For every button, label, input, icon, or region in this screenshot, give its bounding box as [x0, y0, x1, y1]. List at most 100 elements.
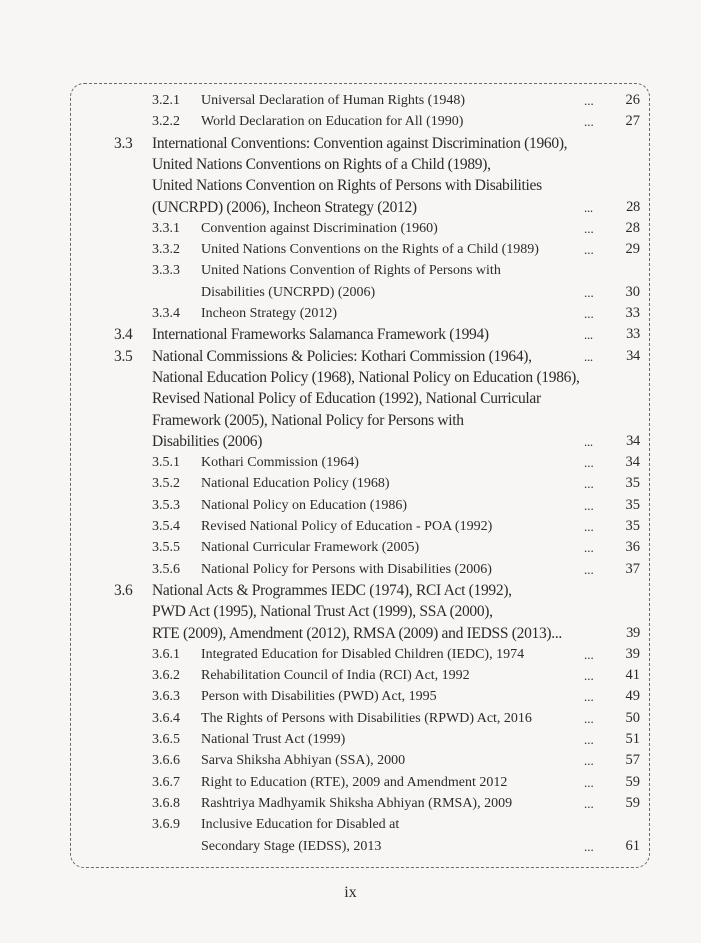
dot-leader: ... — [584, 561, 594, 577]
dot-leader: ... — [584, 519, 594, 534]
dot-leader: ... — [584, 114, 594, 130]
page-number: 50 — [625, 709, 641, 726]
dot-leader: ... — [584, 753, 594, 769]
toc-entry-line: National Education Policy (1968), Nation… — [0, 367, 701, 388]
toc-entry-line: 3.3 International Conventions: Convention… — [0, 133, 701, 154]
section-number: 3.3 — [114, 134, 133, 152]
toc-entry-line: 3.6.3 Person with Disabilities (PWD) Act,… — [0, 686, 701, 707]
section-number: 3.6.6 — [152, 753, 180, 769]
entry-title: Rashtriya Madhyamik Shiksha Abhiyan (RMS… — [201, 795, 513, 811]
toc-entry-line: (UNCRPD) (2006), Incheon Strategy (2012)… — [0, 197, 701, 218]
section-number: 3.3.2 — [152, 242, 180, 258]
entry-title: (UNCRPD) (2006), Incheon Strategy (2012) — [152, 198, 417, 216]
section-number: 3.6.1 — [152, 646, 180, 662]
entry-title: United Nations Conventions on the Rights… — [201, 242, 539, 258]
page-number: 37 — [625, 560, 641, 577]
entry-title: Framework (2005), National Policy for Pe… — [152, 411, 464, 429]
entry-title: Kothari Commission (1964) — [201, 455, 359, 471]
section-number: 3.5.4 — [152, 519, 180, 534]
entry-title: United Nations Conventions on Rights of … — [152, 155, 491, 173]
toc-entry-line: United Nations Convention on Rights of P… — [0, 175, 701, 196]
entry-title: National Trust Act (1999) — [201, 732, 346, 747]
toc-entry-line: 3.4 International Frameworks Salamanca Fr… — [0, 324, 701, 345]
dot-leader: ... — [584, 348, 593, 364]
page-number-folio: ix — [344, 884, 357, 901]
dot-leader: ... — [584, 710, 594, 726]
page-number: 34 — [626, 347, 640, 364]
page-number: 35 — [625, 496, 641, 513]
toc-entry-line: 3.5.5 National Curricular Framework (2005… — [0, 537, 701, 558]
toc-entry-line: 3.3.3 United Nations Convention of Rights… — [0, 260, 701, 281]
entry-title: United Nations Convention on Rights of P… — [152, 177, 542, 195]
toc-dashed-border — [70, 83, 650, 868]
entry-title: Revised National Policy of Education (19… — [152, 390, 541, 408]
page-number: 61 — [625, 837, 641, 854]
dot-leader: ... — [584, 242, 594, 258]
toc-entry-line: 3.6.8 Rashtriya Madhyamik Shiksha Abhiyan… — [0, 793, 701, 814]
dot-leader: ... — [584, 646, 594, 662]
page-number: 27 — [625, 113, 641, 130]
section-number: 3.6.7 — [152, 774, 180, 790]
section-number: 3.6.3 — [152, 689, 180, 705]
toc-entry-line: 3.2.1 Universal Declaration of Human Righ… — [0, 90, 701, 111]
entry-title: Revised National Policy of Education - P… — [201, 519, 493, 534]
section-number: 3.5 — [114, 347, 133, 365]
dot-leader: ... — [584, 284, 594, 300]
section-number: 3.6.8 — [152, 795, 180, 811]
dot-leader: ... — [584, 689, 594, 705]
entry-title: National Policy for Persons with Disabil… — [201, 561, 492, 577]
section-number: 3.3.1 — [152, 220, 180, 236]
page-number: 51 — [625, 731, 641, 747]
entry-title: National Curricular Framework (2005) — [201, 540, 420, 556]
section-number: 3.2.2 — [152, 114, 180, 130]
dot-leader: ... — [584, 306, 594, 321]
entry-title: National Policy on Education (1986) — [201, 497, 408, 513]
toc-entry-line: 3.3.1 Convention against Discrimination (… — [0, 218, 701, 239]
toc-entry-line: Disabilities (2006)... 34 — [0, 431, 701, 452]
toc-entry-line: 3.6 National Acts & Programmes IEDC (1974… — [0, 580, 701, 601]
toc-entry-line: 3.6.6 Sarva Shiksha Abhiyan (SSA), 2000..… — [0, 750, 701, 771]
dot-leader: ... — [584, 838, 594, 854]
entry-title: Incheon Strategy (2012) — [201, 306, 338, 321]
entry-title: The Rights of Persons with Disabilities … — [201, 710, 532, 726]
page-number: 36 — [625, 539, 641, 556]
entry-title: Integrated Education for Disabled Childr… — [201, 646, 525, 662]
section-number: 3.2.1 — [152, 93, 180, 108]
toc-entry-line: 3.6.5 National Trust Act (1999)... 51 — [0, 729, 701, 750]
toc-entry-line: 3.2.2 World Declaration on Education for … — [0, 111, 701, 132]
toc-entry-line: RTE (2009), Amendment (2012), RMSA (2009… — [0, 623, 701, 644]
entry-title: Convention against Discrimination (1960) — [201, 220, 438, 236]
entry-title: National Education Policy (1968) — [201, 476, 390, 492]
toc-entry-line: 3.6.7 Right to Education (RTE), 2009 and … — [0, 772, 701, 793]
toc-entry-line: PWD Act (1995), National Trust Act (1999… — [0, 601, 701, 622]
dot-leader: ... — [584, 220, 594, 236]
section-number: 3.6.4 — [152, 710, 180, 726]
toc-entry-line: 3.6.2 Rehabilitation Council of India (RC… — [0, 665, 701, 686]
toc-entry-line: 3.6.4 The Rights of Persons with Disabili… — [0, 708, 701, 729]
entry-title: National Education Policy (1968), Nation… — [152, 368, 580, 386]
toc-entry-line: 3.5.2 National Education Policy (1968)...… — [0, 473, 701, 494]
toc-entry-line: 3.5.1 Kothari Commission (1964)... 34 — [0, 452, 701, 473]
entry-title: International Conventions: Convention ag… — [152, 134, 568, 152]
page-number: 35 — [625, 475, 641, 492]
entry-title: International Frameworks Salamanca Frame… — [152, 326, 489, 344]
dot-leader: ... — [584, 476, 594, 492]
entry-title: Secondary Stage (IEDSS), 2013 — [201, 838, 382, 854]
entry-title: National Acts & Programmes IEDC (1974), … — [152, 581, 512, 599]
entry-title: Right to Education (RTE), 2009 and Amend… — [201, 774, 508, 790]
page-number: 39 — [626, 624, 640, 641]
section-number: 3.6 — [114, 581, 133, 599]
toc-entry-line: 3.5.6 National Policy for Persons with Di… — [0, 559, 701, 580]
dot-leader: ... — [584, 433, 593, 449]
entry-title: Sarva Shiksha Abhiyan (SSA), 2000 — [201, 753, 406, 769]
entry-title: Person with Disabilities (PWD) Act, 1995 — [201, 689, 437, 705]
page-number: 34 — [625, 454, 641, 471]
dot-leader: ... — [584, 497, 594, 513]
entry-title: Rehabilitation Council of India (RCI) Ac… — [201, 668, 470, 684]
section-number: 3.5.3 — [152, 497, 180, 513]
page-number: 59 — [625, 794, 641, 811]
page-number: 33 — [625, 305, 641, 321]
entry-title: Disabilities (UNCRPD) (2006) — [201, 284, 376, 300]
toc-entry-line: Framework (2005), National Policy for Pe… — [0, 410, 701, 431]
dot-leader: ... — [584, 455, 594, 471]
